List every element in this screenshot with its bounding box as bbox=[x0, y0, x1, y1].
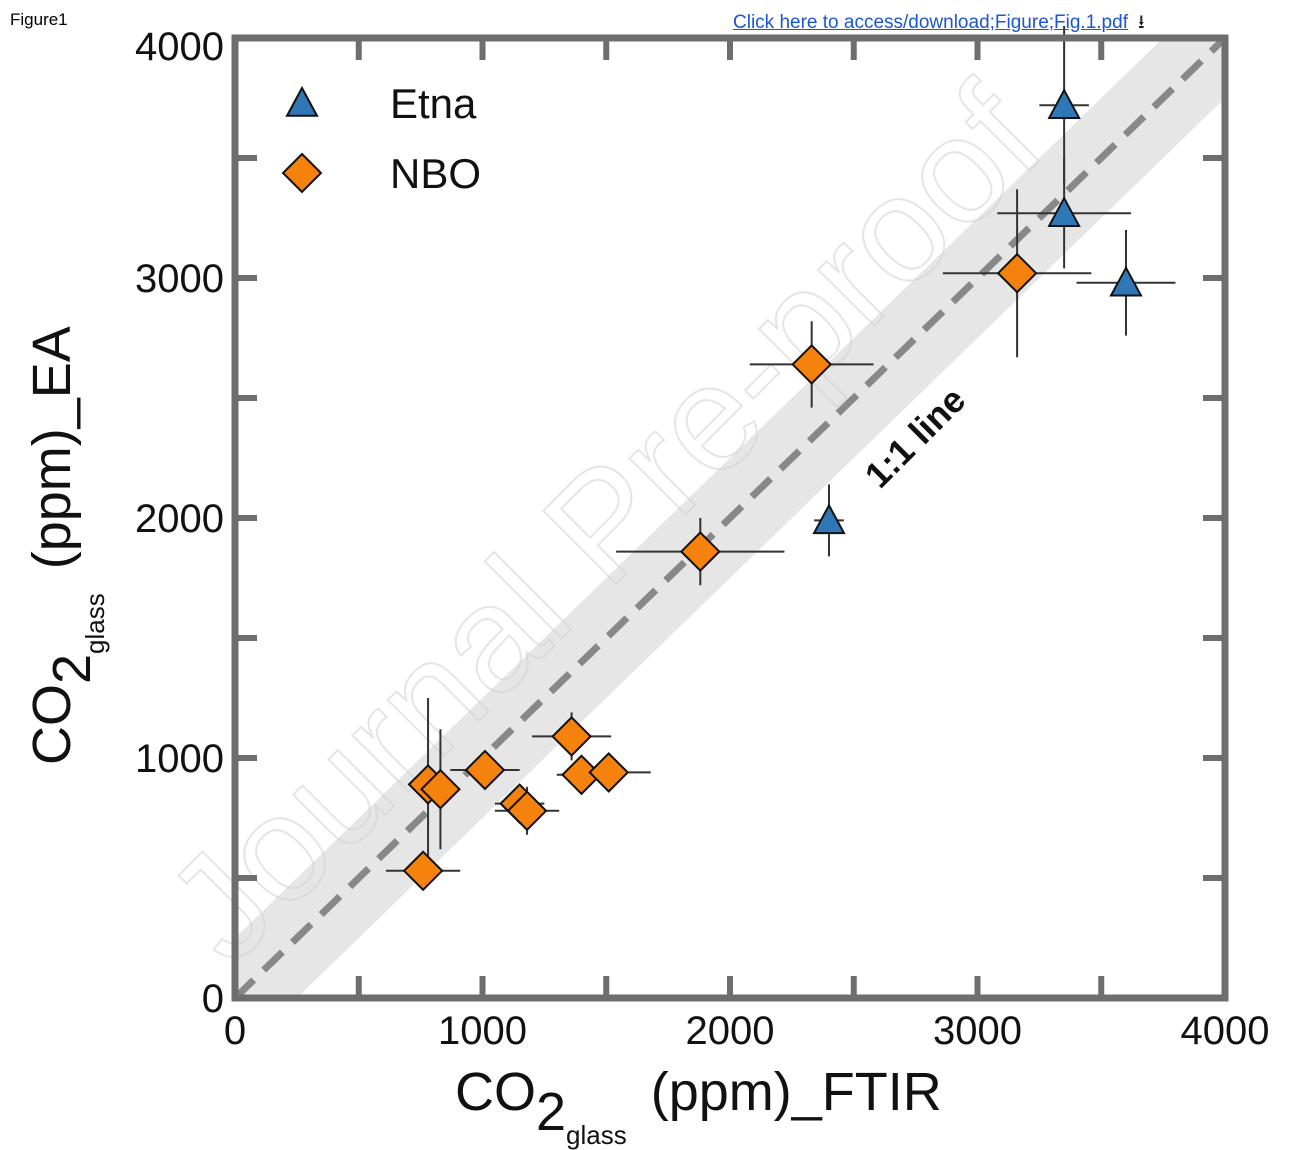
nbo-point bbox=[588, 751, 630, 793]
x-tick-labels: 0 1000 2000 3000 4000 bbox=[224, 1009, 1270, 1053]
data-markers bbox=[402, 88, 1143, 892]
nbo-point bbox=[402, 850, 444, 892]
y-axis-label-sub1: 2 bbox=[42, 654, 102, 684]
y-tick-labels: 0 1000 2000 3000 4000 bbox=[135, 25, 224, 1021]
y-axis-label-rest: (ppm)_EA bbox=[22, 326, 82, 569]
etna-point bbox=[1109, 265, 1143, 297]
axis-ticks bbox=[235, 38, 1225, 998]
nbo-point bbox=[996, 252, 1038, 294]
download-icon[interactable]: ⭳ bbox=[1137, 12, 1145, 33]
one-to-one-line bbox=[235, 38, 1225, 998]
y-tick-label: 3000 bbox=[135, 257, 224, 301]
nbo-point bbox=[506, 790, 548, 832]
x-tick-label: 0 bbox=[224, 1009, 246, 1053]
etna-point bbox=[812, 503, 846, 535]
watermark: Journal Pre-proof bbox=[133, 53, 1073, 993]
reference-line bbox=[235, 38, 1225, 998]
x-axis-label-sub2: glass bbox=[566, 1120, 627, 1150]
x-tick-label: 4000 bbox=[1181, 1009, 1270, 1053]
legend: Etna NBO bbox=[281, 80, 481, 197]
download-link-text: Click here to access/download;Figure;Fig… bbox=[733, 12, 1128, 33]
legend-label-etna: Etna bbox=[390, 80, 477, 127]
y-axis-label-main: CO bbox=[22, 684, 82, 765]
figure-label: Figure1 bbox=[10, 10, 68, 29]
plot-frame bbox=[231, 34, 1229, 1002]
x-tick-label: 3000 bbox=[933, 1009, 1022, 1053]
nbo-point bbox=[791, 343, 833, 385]
legend-marker-nbo bbox=[281, 152, 323, 194]
nbo-point bbox=[464, 749, 506, 791]
download-link[interactable]: Click here to access/download;Figure;Fig… bbox=[733, 8, 1145, 40]
x-tick-label: 1000 bbox=[438, 1009, 527, 1053]
x-axis-label: CO2glass (ppm)_FTIR bbox=[455, 1062, 942, 1150]
x-axis-label-main: CO bbox=[455, 1062, 536, 1122]
y-tick-label: 1000 bbox=[135, 737, 224, 781]
y-tick-label: 4000 bbox=[135, 25, 224, 69]
nbo-point bbox=[551, 715, 593, 757]
x-axis-label-rest: (ppm)_FTIR bbox=[651, 1062, 942, 1122]
y-tick-label: 2000 bbox=[135, 497, 224, 541]
y-axis-label-sub2: glass bbox=[80, 593, 110, 654]
etna-point bbox=[1047, 196, 1081, 227]
watermark-text: Journal Pre-proof bbox=[134, 54, 1072, 992]
y-axis-label: CO2glass (ppm)_EA bbox=[22, 326, 110, 765]
x-axis-label-sub1: 2 bbox=[536, 1082, 566, 1142]
legend-marker-etna bbox=[285, 85, 319, 117]
legend-label-nbo: NBO bbox=[390, 150, 481, 197]
y-tick-label: 0 bbox=[202, 977, 224, 1021]
nbo-point bbox=[420, 768, 461, 810]
etna-point bbox=[1047, 88, 1081, 119]
nbo-point bbox=[679, 531, 721, 573]
x-tick-label: 2000 bbox=[686, 1009, 775, 1053]
